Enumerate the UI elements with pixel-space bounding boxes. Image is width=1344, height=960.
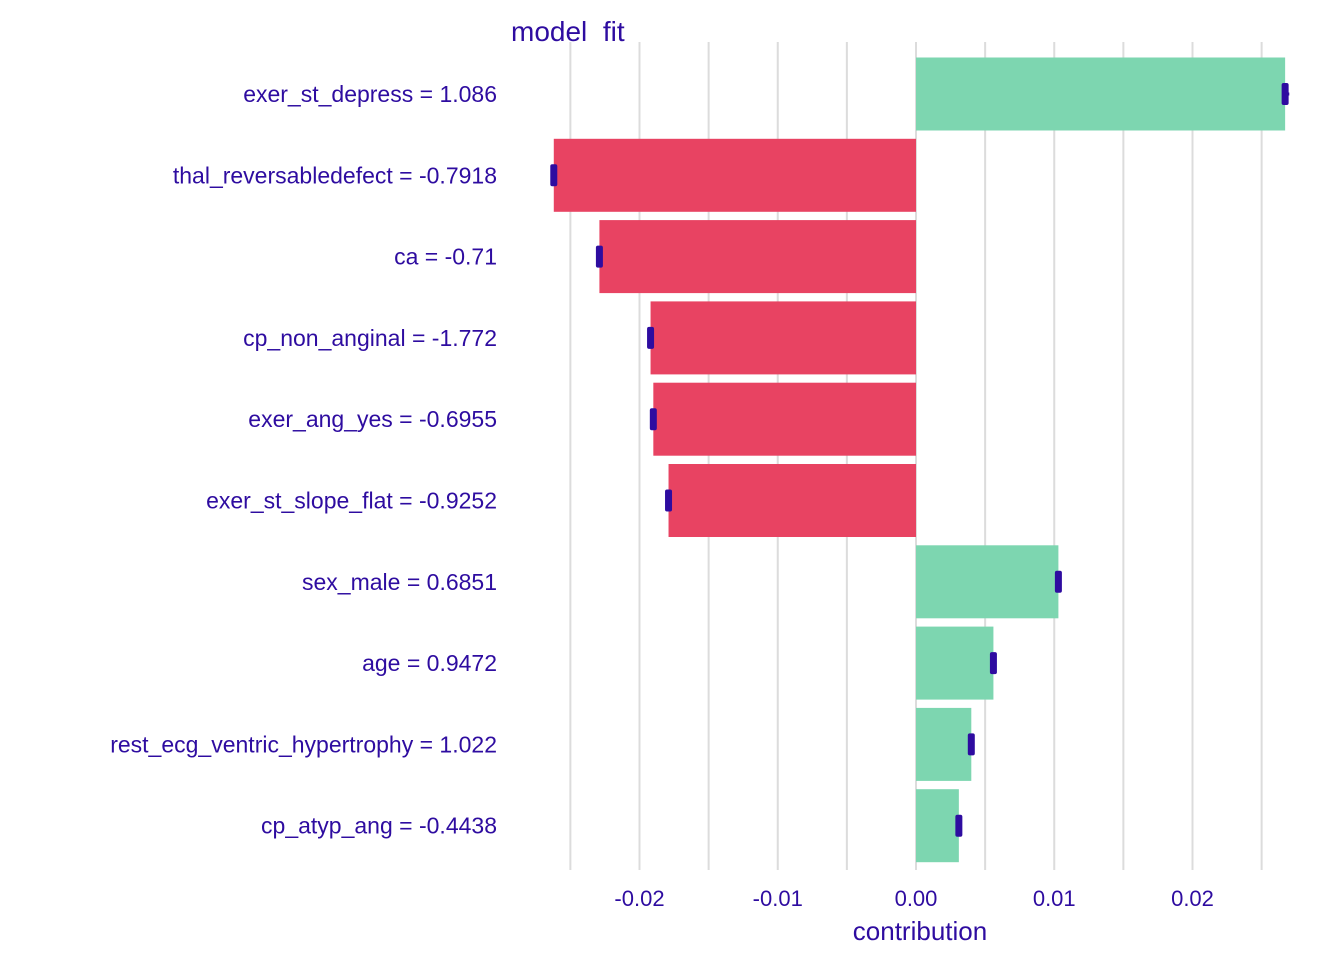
category-label: cp_atyp_ang = -0.4438 [261, 813, 497, 839]
category-label: sex_male = 0.6851 [302, 569, 497, 595]
bar-0 [916, 57, 1286, 131]
x-tick-labels: -0.02 -0.01 0.00 0.01 0.02 [614, 886, 1213, 911]
interval-marker-8 [967, 733, 975, 756]
x-tick-label: 0.02 [1171, 886, 1214, 911]
category-label: rest_ecg_ventric_hypertrophy = 1.022 [110, 731, 497, 757]
interval-marker-0 [1281, 83, 1289, 105]
bar-2 [599, 220, 916, 294]
bar-8 [916, 707, 972, 781]
bar-9 [916, 789, 959, 863]
category-label: exer_st_slope_flat = -0.9252 [206, 488, 497, 514]
interval-marker-4 [649, 408, 657, 431]
interval-marker-7 [989, 652, 997, 675]
interval-marker-5 [665, 489, 673, 512]
x-tick-label: 0.01 [1033, 886, 1076, 911]
interval-marker-3 [647, 326, 655, 349]
interval-markers [550, 83, 1290, 837]
category-label: ca = -0.71 [394, 244, 497, 270]
x-axis-label: contribution [853, 916, 987, 946]
category-labels: exer_st_depress = 1.086 thal_reversablede… [110, 81, 497, 839]
interval-marker-9 [955, 814, 963, 837]
bar-1 [553, 138, 916, 212]
bar-6 [916, 545, 1059, 619]
interval-marker-1 [550, 164, 558, 187]
bar-4 [653, 382, 916, 456]
bar-7 [916, 626, 994, 700]
category-label: age = 0.9472 [362, 650, 497, 676]
interval-marker-6 [1054, 570, 1062, 593]
interval-marker-2 [595, 245, 603, 268]
x-tick-label: -0.01 [753, 886, 803, 911]
bar-5 [668, 464, 916, 537]
x-tick-label: -0.02 [614, 886, 664, 911]
category-label: cp_non_anginal = -1.772 [243, 325, 497, 351]
category-label: exer_ang_yes = -0.6955 [248, 406, 497, 432]
bars [553, 57, 1286, 863]
category-label: exer_st_depress = 1.086 [243, 81, 497, 107]
category-label: thal_reversabledefect = -0.7918 [173, 162, 497, 188]
x-tick-label: 0.00 [895, 886, 938, 911]
chart-title: model fit [511, 16, 625, 47]
bar-3 [650, 301, 916, 375]
